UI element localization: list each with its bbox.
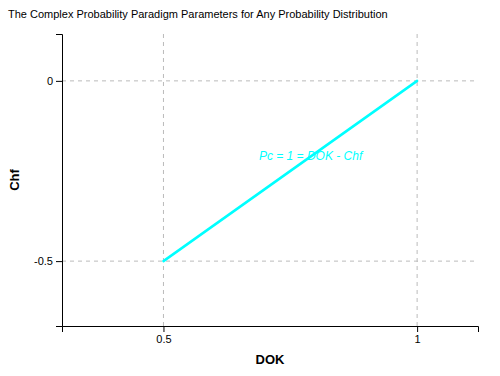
tick: -0.5 (34, 255, 62, 267)
grid-line-y (62, 261, 478, 262)
tick-mark (163, 326, 164, 332)
tick: 0.5 (156, 326, 171, 345)
line (163, 81, 417, 261)
tick-mark (56, 81, 62, 82)
x-axis: 0.51 (63, 326, 479, 345)
annotation: Pc = 1 = DOK - Chf (259, 149, 364, 163)
tick-label: 0.5 (156, 333, 171, 345)
tick-mark (417, 326, 418, 332)
plot-area: 0.510-0.5Pc = 1 = DOK - Chf (34, 34, 478, 345)
axis-line (56, 35, 63, 327)
tick-mark (56, 261, 62, 262)
chart: 0.510-0.5Pc = 1 = DOK - ChfThe Complex P… (0, 0, 500, 376)
y-axis: 0 -0.5 (34, 35, 62, 327)
tick-label: 1 (415, 333, 421, 345)
tick-label: 0 (47, 75, 53, 87)
title: The Complex Probability Paradigm Paramet… (8, 8, 388, 20)
axis-line (63, 327, 479, 333)
grid-line-x (163, 34, 164, 326)
tick-label: -0.5 (34, 255, 53, 267)
tick: 0 (47, 75, 62, 87)
x-axis-label: DOK (256, 352, 286, 367)
marks (163, 81, 417, 261)
y-axis-label: Chf (7, 169, 22, 191)
tick: 1 (415, 326, 421, 345)
grid-line-x (417, 34, 418, 326)
grid (62, 34, 478, 326)
